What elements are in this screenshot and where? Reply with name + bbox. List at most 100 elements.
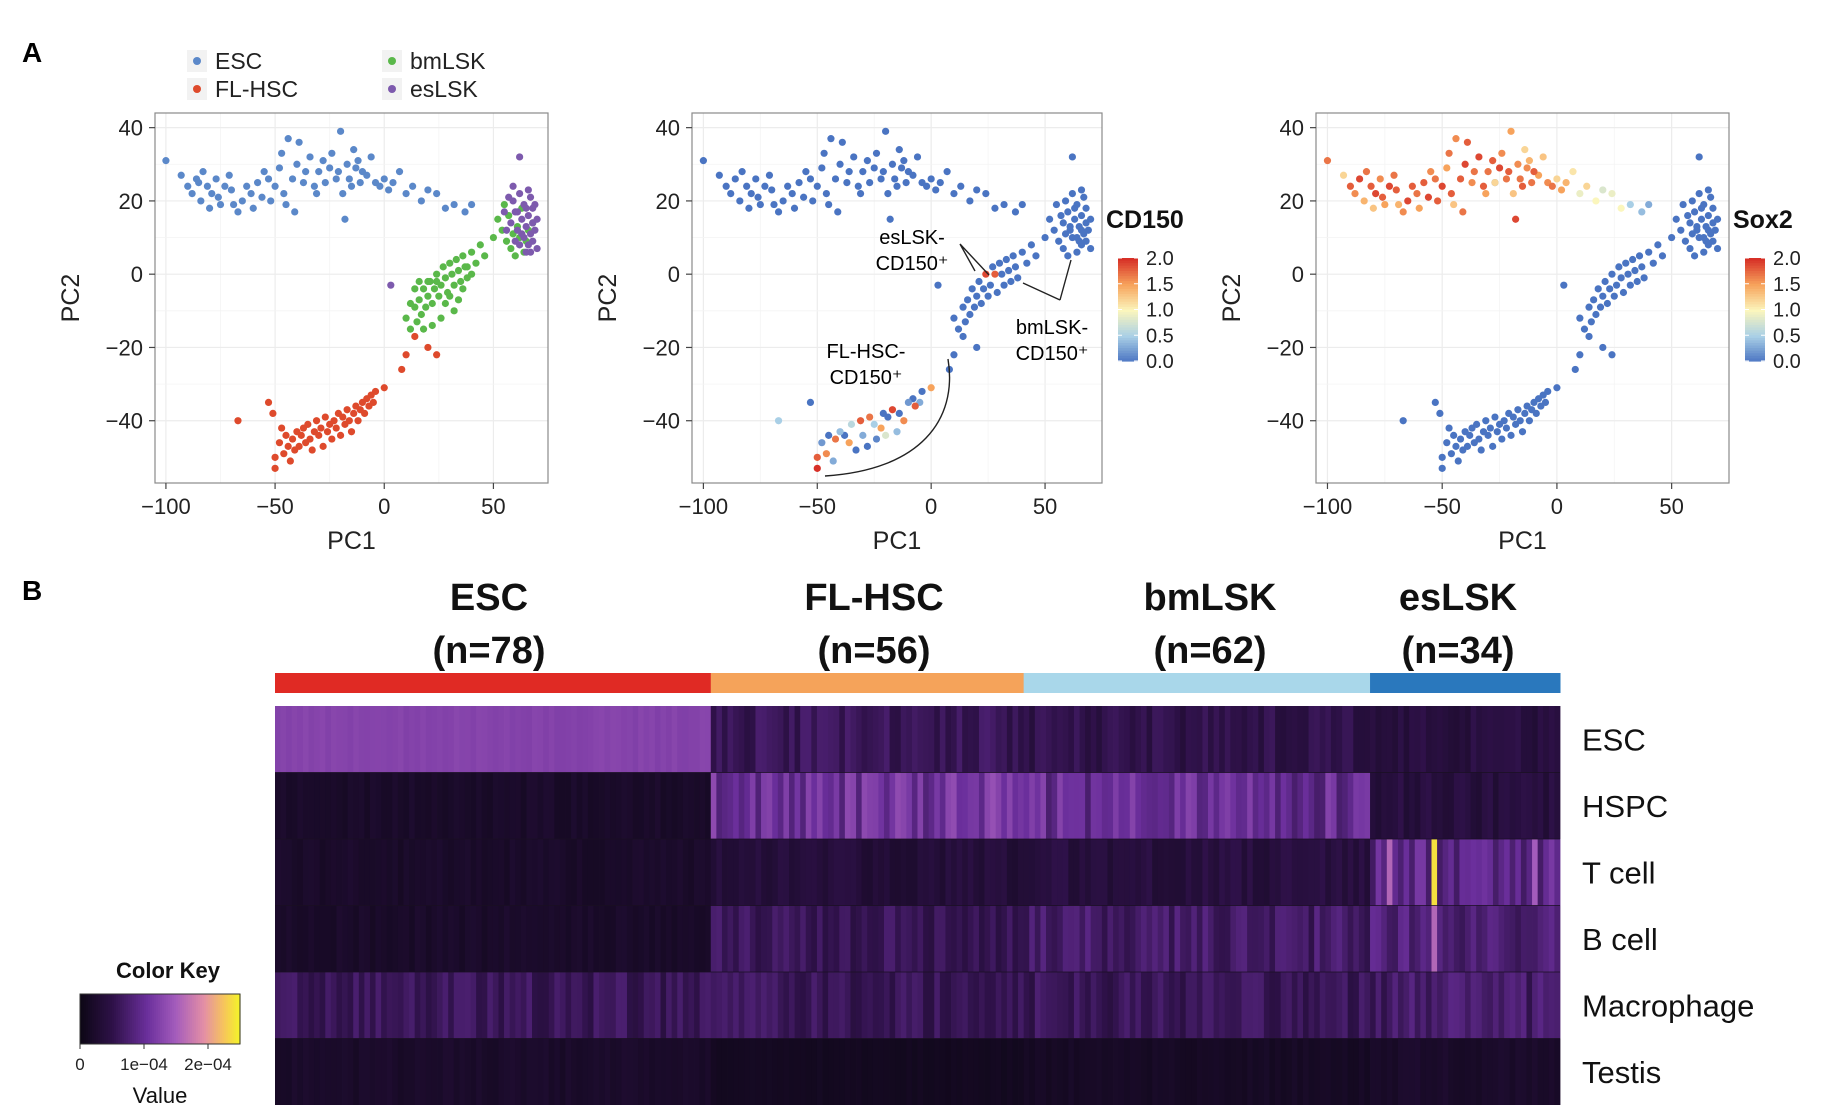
heatmap-cell [632, 972, 639, 1039]
heatmap-cell [1470, 972, 1477, 1039]
heatmap-cell [1492, 972, 1499, 1039]
heatmap-cell [280, 905, 287, 972]
heatmap-cell [1085, 1038, 1092, 1105]
colorbar-title: Sox2 [1733, 206, 1793, 234]
heatmap-cell [833, 772, 840, 839]
heatmap-cell [448, 905, 455, 972]
heatmap-cell [1012, 839, 1019, 906]
data-point-esc [188, 189, 196, 198]
heatmap-cell [1073, 1038, 1080, 1105]
heatmap-cell [1157, 839, 1164, 906]
heatmap-cell [1101, 706, 1108, 773]
data-point-eslsk [500, 208, 508, 216]
heatmap-cell [593, 772, 600, 839]
heatmap-cell [487, 706, 494, 773]
data-point [1404, 197, 1412, 205]
heatmap-cell [705, 972, 712, 1039]
heatmap-cell [409, 1038, 416, 1105]
heatmap-cell [1286, 772, 1293, 839]
colorbar-tick-label: 0.0 [1146, 351, 1174, 373]
heatmap-cell [1509, 972, 1516, 1039]
heatmap-cell [1252, 972, 1259, 1039]
heatmap-cell [1101, 1038, 1108, 1105]
heatmap-cell [1453, 772, 1460, 839]
heatmap-cell [934, 839, 941, 906]
colorbar-segment [1118, 268, 1138, 272]
heatmap-cell [325, 905, 332, 972]
heatmap-cell [353, 972, 360, 1039]
color-key-segment [134, 994, 137, 1044]
heatmap-cell [297, 706, 304, 773]
heatmap-cell [816, 905, 823, 972]
data-point [761, 182, 769, 190]
heatmap-cell [1152, 905, 1159, 972]
data-point [895, 409, 903, 417]
colorbar-segment [1745, 294, 1765, 298]
data-point-bmlsk [502, 237, 511, 245]
data-point [1576, 351, 1584, 359]
heatmap-cell [397, 706, 404, 773]
heatmap-cell [1397, 972, 1404, 1039]
heatmap-cell [962, 772, 969, 839]
data-point-esc [409, 182, 417, 190]
heatmap-cell [632, 772, 639, 839]
heatmap-cell [973, 772, 980, 839]
annotation-eslsk-line2: CD150⁺ [876, 253, 949, 275]
heatmap-row-label: T cell [1582, 855, 1656, 890]
color-key-segment [182, 994, 185, 1044]
data-point [770, 200, 778, 209]
heatmap-cell [1224, 772, 1231, 839]
heatmap-cell [1191, 772, 1198, 839]
heatmap-cell [325, 972, 332, 1039]
heatmap-cell [593, 1038, 600, 1105]
heatmap-cell [1386, 1038, 1393, 1105]
heatmap-cell [839, 772, 846, 839]
data-point [973, 343, 981, 352]
data-point [754, 193, 762, 201]
heatmap-cell [889, 839, 896, 906]
heatmap-cell [291, 905, 298, 972]
heatmap-cell [431, 772, 438, 839]
data-point [1679, 200, 1687, 209]
colorbar-segment [1745, 306, 1765, 311]
data-point-esc [258, 193, 266, 201]
heatmap-cell [453, 772, 460, 839]
heatmap-cell [1554, 1038, 1561, 1105]
heatmap-cell [1230, 905, 1237, 972]
heatmap-cell [1241, 839, 1248, 906]
heatmap-cell [995, 972, 1002, 1039]
data-point-eslsk [507, 219, 515, 227]
data-point-eslsk [522, 204, 530, 212]
heatmap-cell [470, 706, 477, 773]
heatmap-cell [666, 972, 673, 1039]
heatmap-cell [794, 772, 801, 839]
data-point [852, 446, 860, 454]
heatmap-cell [1414, 1038, 1421, 1105]
heatmap-cell [1202, 772, 1209, 839]
heatmap-cell [682, 1038, 689, 1105]
heatmap-cell [1509, 839, 1516, 906]
data-point [745, 204, 753, 212]
heatmap-cell [705, 1038, 712, 1105]
heatmap-cell [1235, 839, 1242, 906]
heatmap-cell [1537, 706, 1544, 773]
heatmap-cell [1241, 972, 1248, 1039]
heatmap-cell [816, 772, 823, 839]
heatmap-cell [302, 839, 309, 906]
heatmap-cell [699, 839, 706, 906]
heatmap-cell [1191, 1038, 1198, 1105]
heatmap-cell [1040, 905, 1047, 972]
heatmap-cell [917, 706, 924, 773]
colorbar-tick-label: 2.0 [1146, 248, 1174, 270]
colorbar-segment [1118, 270, 1138, 275]
heatmap-cell [1509, 905, 1516, 972]
data-point [1436, 409, 1444, 417]
data-point [1585, 303, 1593, 311]
heatmap-cell [476, 706, 483, 773]
heatmap-cell [1370, 905, 1377, 972]
colorbar-segment [1118, 309, 1138, 313]
heatmap-cell [1235, 905, 1242, 972]
data-point-eslsk [387, 281, 395, 289]
heatmap-cell [889, 905, 896, 972]
colorbar-segment [1118, 327, 1138, 331]
